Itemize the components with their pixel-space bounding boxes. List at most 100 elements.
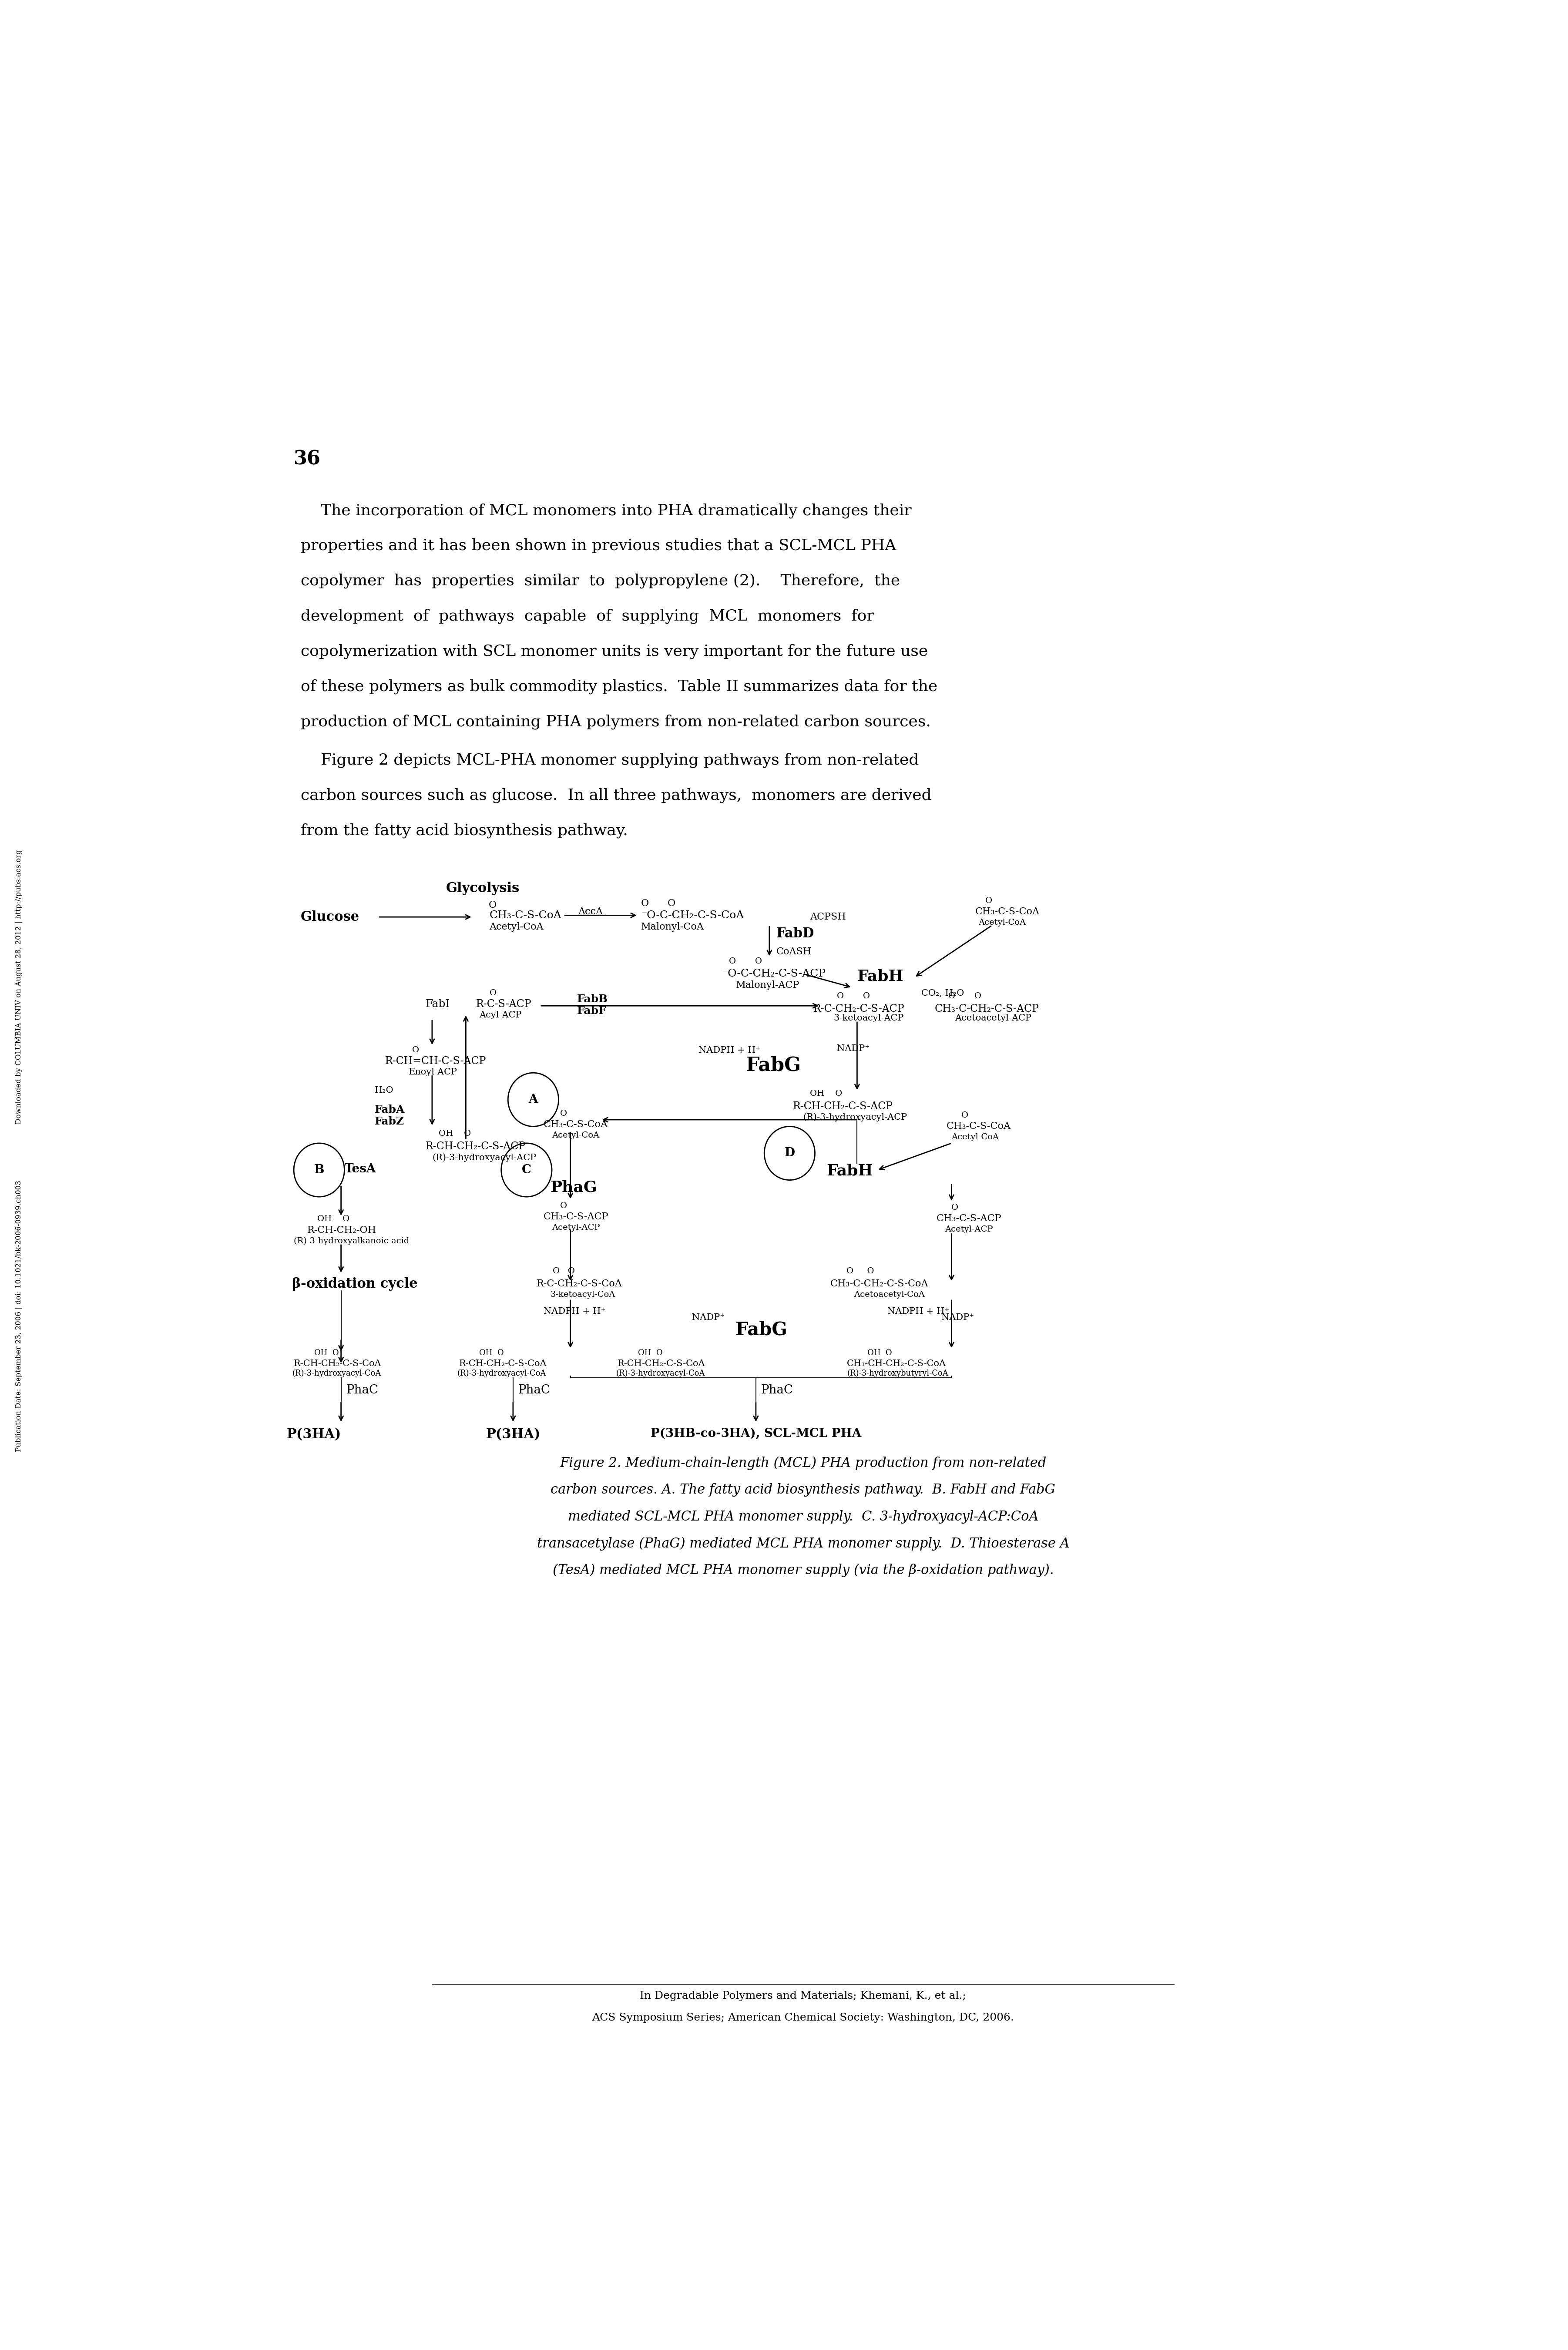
Text: PhaC: PhaC	[760, 1384, 793, 1396]
Text: ACS Symposium Series; American Chemical Society: Washington, DC, 2006.: ACS Symposium Series; American Chemical …	[593, 2012, 1014, 2023]
Text: Glycolysis: Glycolysis	[445, 881, 519, 895]
Text: R-CH=CH-C-S-ACP: R-CH=CH-C-S-ACP	[384, 1055, 486, 1067]
Text: (R)-3-hydroxyacyl-CoA: (R)-3-hydroxyacyl-CoA	[616, 1370, 706, 1377]
Text: O: O	[489, 900, 497, 909]
Text: FabD: FabD	[776, 926, 814, 940]
Text: O: O	[560, 1109, 568, 1119]
Text: ⁻O-C-CH₂-C-S-ACP: ⁻O-C-CH₂-C-S-ACP	[723, 968, 826, 980]
Text: A: A	[528, 1093, 538, 1104]
Text: (TesA) mediated MCL PHA monomer supply (via the β-oxidation pathway).: (TesA) mediated MCL PHA monomer supply (…	[552, 1563, 1054, 1577]
Text: NADPH + H⁺: NADPH + H⁺	[698, 1046, 760, 1055]
Text: TesA: TesA	[345, 1163, 376, 1175]
Text: OH    O: OH O	[317, 1215, 350, 1222]
Text: FabG: FabG	[746, 1055, 801, 1074]
Text: AccA: AccA	[579, 907, 604, 916]
Text: Acetyl-CoA: Acetyl-CoA	[489, 921, 544, 931]
Text: CH₃-C-CH₂-C-S-CoA: CH₃-C-CH₂-C-S-CoA	[829, 1278, 928, 1288]
Text: O       O: O O	[837, 992, 870, 1001]
Text: FabB: FabB	[577, 994, 608, 1003]
Text: properties and it has been shown in previous studies that a SCL-MCL PHA: properties and it has been shown in prev…	[301, 538, 895, 552]
Text: ACPSH: ACPSH	[809, 912, 845, 921]
Text: NADP⁺: NADP⁺	[941, 1314, 974, 1321]
Text: R-C-CH₂-C-S-ACP: R-C-CH₂-C-S-ACP	[814, 1003, 905, 1015]
Text: Malonyl-ACP: Malonyl-ACP	[735, 980, 800, 989]
Text: Acetyl-CoA: Acetyl-CoA	[552, 1130, 599, 1140]
Text: O: O	[952, 1203, 958, 1210]
Text: O: O	[489, 989, 497, 996]
Text: O: O	[961, 1112, 969, 1119]
Text: D: D	[784, 1147, 795, 1159]
Text: CoASH: CoASH	[776, 947, 812, 956]
Text: copolymerization with SCL monomer units is very important for the future use: copolymerization with SCL monomer units …	[301, 644, 928, 658]
Text: FabG: FabG	[735, 1321, 787, 1339]
Text: FabH: FabH	[826, 1163, 873, 1177]
Text: CH₃-C-S-CoA: CH₃-C-S-CoA	[975, 907, 1040, 916]
Text: FabA: FabA	[375, 1104, 405, 1116]
Text: carbon sources such as glucose.  In all three pathways,  monomers are derived: carbon sources such as glucose. In all t…	[301, 787, 931, 804]
Text: Acetyl-ACP: Acetyl-ACP	[552, 1224, 601, 1231]
Text: Publication Date: September 23, 2006 | doi: 10.1021/bk-2006-0939.ch003: Publication Date: September 23, 2006 | d…	[16, 1180, 22, 1452]
Text: OH  O: OH O	[867, 1349, 892, 1356]
Text: (R)-3-hydroxyacyl-CoA: (R)-3-hydroxyacyl-CoA	[292, 1370, 381, 1377]
Text: PhaG: PhaG	[550, 1180, 597, 1194]
Text: The incorporation of MCL monomers into PHA dramatically changes their: The incorporation of MCL monomers into P…	[301, 503, 911, 519]
Text: NADP⁺: NADP⁺	[691, 1314, 724, 1321]
Text: (R)-3-hydroxyalkanoic acid: (R)-3-hydroxyalkanoic acid	[293, 1236, 409, 1246]
Text: O: O	[560, 1201, 568, 1210]
Text: (R)-3-hydroxyacyl-CoA: (R)-3-hydroxyacyl-CoA	[458, 1370, 546, 1377]
Text: FabH: FabH	[858, 968, 903, 985]
Text: carbon sources. A. The fatty acid biosynthesis pathway.  B. FabH and FabG: carbon sources. A. The fatty acid biosyn…	[550, 1483, 1055, 1497]
Text: β-oxidation cycle: β-oxidation cycle	[292, 1278, 417, 1290]
Text: from the fatty acid biosynthesis pathway.: from the fatty acid biosynthesis pathway…	[301, 822, 627, 839]
Text: (R)-3-hydroxyacyl-ACP: (R)-3-hydroxyacyl-ACP	[433, 1154, 536, 1161]
Text: O       O: O O	[949, 992, 982, 1001]
Text: ⁻O-C-CH₂-C-S-CoA: ⁻O-C-CH₂-C-S-CoA	[641, 909, 745, 921]
Text: O: O	[412, 1046, 419, 1053]
Text: FabF: FabF	[577, 1006, 607, 1015]
Text: 3-ketoacyl-CoA: 3-ketoacyl-CoA	[550, 1290, 615, 1300]
Text: O     O: O O	[847, 1267, 875, 1276]
Text: OH  O: OH O	[638, 1349, 662, 1356]
Text: Figure 2 depicts MCL-PHA monomer supplying pathways from non-related: Figure 2 depicts MCL-PHA monomer supplyi…	[301, 752, 919, 768]
Text: R-C-S-ACP: R-C-S-ACP	[477, 999, 532, 1008]
Text: Figure 2. Medium-chain-length (MCL) PHA production from non-related: Figure 2. Medium-chain-length (MCL) PHA …	[560, 1457, 1046, 1471]
Text: R-CH-CH₂-C-S-CoA: R-CH-CH₂-C-S-CoA	[618, 1358, 706, 1368]
Text: OH    O: OH O	[439, 1130, 470, 1137]
Text: FabI: FabI	[425, 999, 450, 1008]
Text: Enoyl-ACP: Enoyl-ACP	[409, 1067, 458, 1076]
Text: O       O: O O	[729, 956, 762, 966]
Text: development  of  pathways  capable  of  supplying  MCL  monomers  for: development of pathways capable of suppl…	[301, 609, 873, 623]
Text: CH₃-C-S-CoA: CH₃-C-S-CoA	[947, 1121, 1011, 1130]
Text: CH₃-C-S-ACP: CH₃-C-S-ACP	[544, 1213, 608, 1222]
Text: PhaC: PhaC	[517, 1384, 550, 1396]
Text: CH₃-C-S-CoA: CH₃-C-S-CoA	[489, 909, 561, 921]
Text: Malonyl-CoA: Malonyl-CoA	[641, 921, 704, 931]
Text: FabZ: FabZ	[375, 1116, 405, 1128]
Text: Glucose: Glucose	[301, 909, 359, 924]
Text: H₂O: H₂O	[375, 1086, 394, 1095]
Text: P(3HA): P(3HA)	[287, 1429, 342, 1441]
Text: 3-ketoacyl-ACP: 3-ketoacyl-ACP	[834, 1015, 903, 1022]
Text: NADPH + H⁺: NADPH + H⁺	[887, 1307, 949, 1316]
Text: production of MCL containing PHA polymers from non-related carbon sources.: production of MCL containing PHA polymer…	[301, 714, 931, 728]
Text: O: O	[985, 898, 993, 905]
Text: (R)-3-hydroxyacyl-ACP: (R)-3-hydroxyacyl-ACP	[803, 1114, 908, 1121]
Text: Acetyl-CoA: Acetyl-CoA	[952, 1133, 999, 1142]
Text: transacetylase (PhaG) mediated MCL PHA monomer supply.  D. Thioesterase A: transacetylase (PhaG) mediated MCL PHA m…	[536, 1537, 1069, 1551]
Text: P(3HA): P(3HA)	[486, 1429, 541, 1441]
Text: C: C	[522, 1163, 532, 1175]
Text: OH    O: OH O	[809, 1090, 842, 1097]
Text: CH₃-C-S-ACP: CH₃-C-S-ACP	[936, 1213, 1002, 1222]
Text: mediated SCL-MCL PHA monomer supply.  C. 3-hydroxyacyl-ACP:CoA: mediated SCL-MCL PHA monomer supply. C. …	[568, 1511, 1038, 1523]
Text: Downloaded by COLUMBIA UNIV on August 28, 2012 | http://pubs.acs.org: Downloaded by COLUMBIA UNIV on August 28…	[16, 851, 22, 1123]
Text: Acyl-ACP: Acyl-ACP	[480, 1010, 522, 1020]
Text: R-CH-CH₂-C-S-ACP: R-CH-CH₂-C-S-ACP	[425, 1142, 525, 1152]
Text: Acetoacetyl-CoA: Acetoacetyl-CoA	[853, 1290, 925, 1300]
Text: R-CH-CH₂-C-S-CoA: R-CH-CH₂-C-S-CoA	[293, 1358, 381, 1368]
Text: R-CH-CH₂-C-S-ACP: R-CH-CH₂-C-S-ACP	[793, 1102, 894, 1112]
Text: B: B	[314, 1163, 325, 1175]
Text: 36: 36	[293, 449, 321, 468]
Text: Acetyl-ACP: Acetyl-ACP	[946, 1224, 993, 1234]
Text: Acetyl-CoA: Acetyl-CoA	[978, 919, 1025, 926]
Text: O      O: O O	[641, 898, 676, 907]
